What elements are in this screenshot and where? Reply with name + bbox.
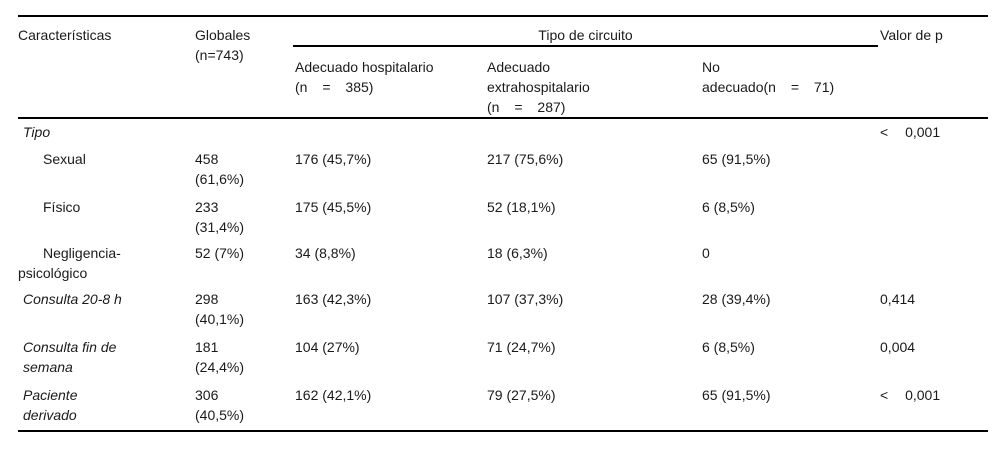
cell-globales: 458 (61,6%) xyxy=(195,151,245,187)
table-row-paciente-derivado: Paciente derivado 306 (40,5%) 162 (42,1%) … xyxy=(18,382,989,432)
subheader-no-adecuado: No adecuado(n = 71) xyxy=(700,46,879,119)
header-row-2: Adecuado hospitalario (n = 385) Adecuado e… xyxy=(18,46,988,119)
cell-hospitalario: 34 (8,8%) xyxy=(295,245,356,261)
cell-hospitalario: 175 (45,5%) xyxy=(295,199,372,215)
cell-globales: 233 (31,4%) xyxy=(195,199,245,235)
cell-hospitalario: 104 (27%) xyxy=(295,339,360,355)
cell-globales: 181 (24,4%) xyxy=(195,339,245,375)
row-label: Consulta fin de semana xyxy=(23,339,117,375)
cell-extrahospitalario: 217 (75,6%) xyxy=(487,151,564,167)
cell-extrahospitalario: 79 (27,5%) xyxy=(485,382,700,432)
row-label: Sexual xyxy=(43,151,86,167)
table-body: Tipo < 0,001 Sexual 458 (61,6%) 176 (45,7… xyxy=(18,118,989,432)
cell-globales: 306 (40,5%) xyxy=(193,382,293,432)
header-tipo-de-circuito: Tipo de circuito xyxy=(293,16,879,47)
table-row-fisico: Físico 233 (31,4%) 175 (45,5%) 52 (18,1%)… xyxy=(18,194,988,240)
header-globales: Globales (n=743) xyxy=(193,16,293,119)
cell-no-adecuado: 65 (91,5%) xyxy=(700,382,879,432)
cell-extrahospitalario: 107 (37,3%) xyxy=(487,291,564,307)
row-label: Consulta 20-8 h xyxy=(23,291,122,307)
cell-no-adecuado: 6 (8,5%) xyxy=(702,339,755,355)
table-row-consulta-fin-de-semana: Consulta fin de semana 181 (24,4%) 104 (27… xyxy=(18,334,988,382)
table-header: Características Globales (n=743) Tipo de … xyxy=(18,16,989,119)
table-row-consulta-20-8-h: Consulta 20-8 h 298 (40,1%) 163 (42,3%) 1… xyxy=(18,286,988,334)
cell-extrahospitalario: 71 (24,7%) xyxy=(487,339,556,355)
cell-extrahospitalario: 52 (18,1%) xyxy=(487,199,556,215)
cell-hospitalario: 176 (45,7%) xyxy=(295,151,372,167)
cell-p-value: < 0,001 xyxy=(880,124,941,140)
cell-no-adecuado xyxy=(700,118,878,146)
row-label: Paciente derivado xyxy=(18,382,193,432)
cell-p-value: 0,414 xyxy=(880,291,916,307)
header-row-1: Características Globales (n=743) Tipo de … xyxy=(18,16,989,119)
header-valor-de-p: Valor de p xyxy=(878,16,989,119)
cell-globales: 298 (40,1%) xyxy=(195,291,245,327)
cell-no-adecuado: 65 (91,5%) xyxy=(702,151,771,167)
cell-globales: 52 (7%) xyxy=(195,245,245,261)
table-row-negligencia-psicologico: Negligencia-psicológico 52 (7%) 34 (8,8%… xyxy=(18,240,988,286)
cell-p-value: 0,004 xyxy=(880,339,916,355)
cell-p-value xyxy=(878,194,988,240)
subheader-adecuado-extrahospitalario: Adecuado extrahospitalario (n = 287) xyxy=(485,46,700,119)
row-label: Negligencia-psicológico xyxy=(18,245,121,281)
cell-extrahospitalario xyxy=(485,118,700,146)
cell-p-value: < 0,001 xyxy=(878,382,989,432)
cell-no-adecuado: 6 (8,5%) xyxy=(702,199,755,215)
header-caracteristicas: Características xyxy=(18,16,193,119)
cell-p-value xyxy=(878,240,988,286)
cell-hospitalario xyxy=(293,118,485,146)
row-label: Físico xyxy=(43,199,81,215)
table-row-tipo: Tipo < 0,001 xyxy=(18,118,988,146)
cell-no-adecuado: 28 (39,4%) xyxy=(702,291,771,307)
cell-globales xyxy=(193,118,293,146)
row-label: Tipo xyxy=(23,124,51,140)
results-table: Características Globales (n=743) Tipo de … xyxy=(18,15,989,432)
cell-p-value xyxy=(878,146,988,194)
cell-extrahospitalario: 18 (6,3%) xyxy=(487,245,548,261)
table-row-sexual: Sexual 458 (61,6%) 176 (45,7%) 217 (75,6%… xyxy=(18,146,988,194)
cell-no-adecuado: 0 xyxy=(702,245,710,261)
subheader-adecuado-hospitalario: Adecuado hospitalario (n = 385) xyxy=(293,46,485,119)
cell-hospitalario: 162 (42,1%) xyxy=(293,382,485,432)
cell-hospitalario: 163 (42,3%) xyxy=(295,291,372,307)
